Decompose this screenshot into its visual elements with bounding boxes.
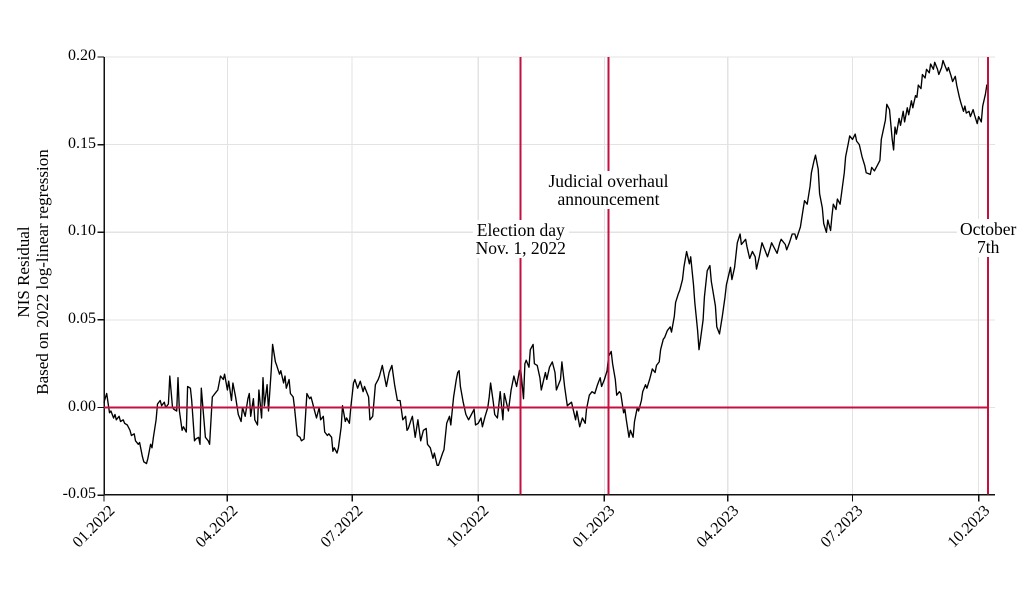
y-tick-label: 0.20 — [68, 47, 96, 65]
annotation-judicial-overhaul: Judicial overhaul announcement — [545, 171, 672, 209]
y-tick-label: 0.05 — [68, 310, 96, 328]
y-tick-label: 0.00 — [68, 397, 96, 415]
y-tick-label: 0.15 — [68, 134, 96, 152]
gridlines — [104, 56, 995, 495]
annotation-october-7th: October 7th — [957, 219, 1020, 257]
axes — [97, 56, 995, 502]
y-axis-title: NIS Residual Based on 2022 log-linear re… — [14, 149, 52, 395]
y-axis-title-line2: Based on 2022 log-linear regression — [33, 149, 52, 395]
reference-lines — [104, 57, 990, 495]
annotation-election-day: Election day Nov. 1, 2022 — [472, 220, 569, 258]
y-axis-title-line1: NIS Residual — [14, 226, 33, 318]
nis-residual-line — [103, 59, 989, 466]
y-tick-label: 0.10 — [68, 222, 96, 240]
data-series-line — [103, 59, 989, 466]
y-tick-label: -0.05 — [62, 485, 96, 503]
